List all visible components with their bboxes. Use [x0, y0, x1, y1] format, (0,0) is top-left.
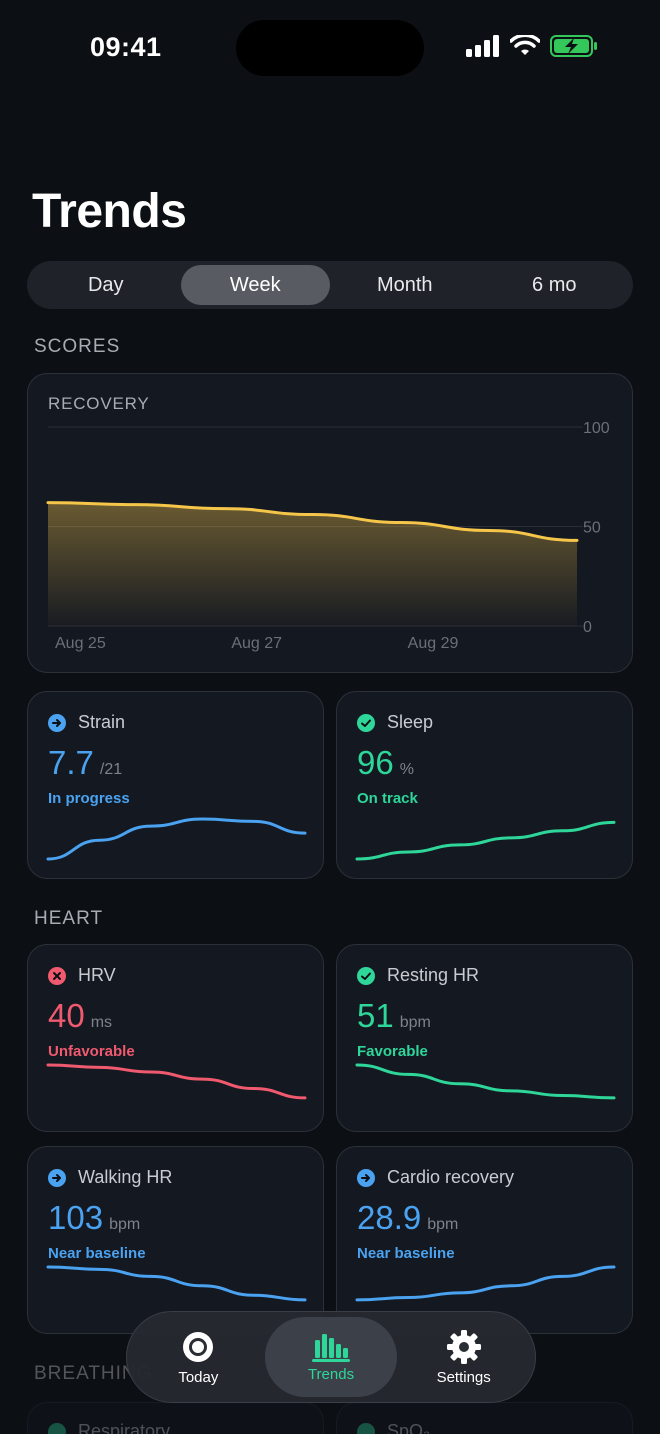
- walking-hr-value: 103: [48, 1199, 104, 1236]
- recovery-card[interactable]: RECOVERY 100 50 0 Aug 25 Aug 27 Aug 29: [27, 373, 633, 673]
- page-title: Trends: [32, 185, 187, 238]
- sleep-sparkline: [355, 820, 616, 861]
- ring-icon: [183, 1331, 214, 1362]
- section-title-heart: HEART: [34, 908, 104, 929]
- walking-hr-unit: bpm: [109, 1216, 141, 1233]
- sleep-unit: %: [399, 761, 414, 778]
- tab-trends-label: Trends: [307, 1365, 355, 1383]
- strain-title: Strain: [78, 712, 126, 732]
- sparkline-path: [46, 817, 307, 861]
- sparkline-path: [46, 1265, 307, 1302]
- hrv-value: 40: [48, 997, 85, 1034]
- resting-hr-title: Resting HR: [387, 965, 480, 985]
- sparkline-path: [355, 1265, 616, 1302]
- tab-bar: Today Trends Set: [126, 1311, 536, 1403]
- bar-chart-icon: [312, 1333, 350, 1362]
- resting-hr-status: Favorable: [357, 1043, 428, 1060]
- tab-today-label: Today: [178, 1368, 219, 1386]
- resting-hr-unit: bpm: [399, 1014, 431, 1031]
- arrow-right-circle-icon: [48, 713, 66, 732]
- dynamic-island: [236, 20, 424, 76]
- hrv-status: Unfavorable: [48, 1043, 135, 1060]
- strain-status: In progress: [48, 790, 130, 807]
- segment-6mo[interactable]: 6 mo: [532, 273, 577, 296]
- section-title-scores: SCORES: [34, 336, 121, 357]
- tab-today[interactable]: Today: [132, 1317, 265, 1397]
- hrv-title: HRV: [78, 965, 116, 985]
- status-bar: 09:41: [0, 0, 660, 100]
- check-circle-icon: [357, 713, 375, 732]
- arrow-right-circle-icon: [357, 1168, 375, 1187]
- tab-settings-label: Settings: [436, 1368, 491, 1386]
- status-time: 09:41: [90, 32, 162, 62]
- strain-value: 7.7: [48, 744, 94, 781]
- cardio-recovery-status: Near baseline: [357, 1245, 455, 1262]
- hrv-sparkline: [46, 1063, 307, 1100]
- recovery-area: [48, 502, 577, 626]
- sparkline-path: [355, 820, 616, 861]
- y-tick-label: 100: [583, 420, 610, 437]
- walking-hr-card[interactable]: Walking HR 103 bpm Near baseline: [27, 1146, 324, 1334]
- resting-hr-value: 51: [357, 997, 394, 1034]
- sleep-status: On track: [357, 790, 418, 807]
- cardio-recovery-title: Cardio recovery: [387, 1167, 515, 1187]
- walking-hr-title: Walking HR: [78, 1167, 173, 1187]
- check-circle-icon: [48, 1422, 66, 1434]
- sleep-value: 96: [357, 744, 394, 781]
- strain-unit: /21: [99, 761, 123, 778]
- x-circle-icon: [48, 966, 66, 985]
- resting-hr-card[interactable]: Resting HR 51 bpm Favorable: [336, 944, 633, 1132]
- spo2-title: SpO₂: [387, 1421, 431, 1434]
- cardio-recovery-sparkline: [355, 1265, 616, 1302]
- walking-hr-sparkline: [46, 1265, 307, 1302]
- recovery-label: RECOVERY: [48, 394, 150, 413]
- gear-icon: [446, 1329, 481, 1364]
- segment-week[interactable]: Week: [180, 265, 330, 305]
- y-tick-label: 0: [583, 619, 592, 636]
- check-circle-icon: [357, 966, 375, 985]
- sparkline-path: [355, 1063, 616, 1100]
- cardio-recovery-value: 28.9: [357, 1199, 422, 1236]
- respiratory-title: Respiratory: [78, 1421, 171, 1434]
- resting-hr-sparkline: [355, 1063, 616, 1100]
- x-tick-label: Aug 27: [231, 635, 282, 652]
- sleep-card[interactable]: Sleep 96 % On track: [336, 691, 633, 879]
- recovery-chart: 100 50 0 Aug 25 Aug 27 Aug 29: [46, 420, 610, 652]
- period-segmented-control: Day Week Month 6 mo: [27, 261, 633, 309]
- sparkline-path: [46, 1063, 307, 1100]
- tab-trends[interactable]: Trends: [264, 1317, 398, 1397]
- x-tick-label: Aug 29: [408, 635, 459, 652]
- cellular-signal-icon: [466, 35, 499, 57]
- recovery-line: [46, 501, 579, 542]
- segment-month[interactable]: Month: [376, 273, 433, 296]
- battery-charging-icon: [550, 35, 597, 57]
- cardio-recovery-unit: bpm: [427, 1216, 459, 1233]
- x-tick-label: Aug 25: [55, 635, 106, 652]
- sleep-title: Sleep: [387, 712, 434, 732]
- check-circle-icon: [357, 1422, 375, 1434]
- hrv-unit: ms: [90, 1014, 113, 1031]
- hrv-card[interactable]: HRV 40 ms Unfavorable: [27, 944, 324, 1132]
- strain-card[interactable]: Strain 7.7 /21 In progress: [27, 691, 324, 879]
- section-title-breathing: BREATHING: [34, 1363, 153, 1384]
- arrow-right-circle-icon: [48, 1168, 66, 1187]
- spo2-card[interactable]: SpO₂: [336, 1402, 633, 1434]
- strain-sparkline: [46, 817, 307, 861]
- cardio-recovery-card[interactable]: Cardio recovery 28.9 bpm Near baseline: [336, 1146, 633, 1334]
- respiratory-card[interactable]: Respiratory: [27, 1402, 324, 1434]
- tab-settings[interactable]: Settings: [397, 1317, 530, 1397]
- segment-day[interactable]: Day: [87, 273, 124, 296]
- wifi-icon: [510, 35, 540, 55]
- y-tick-label: 50: [583, 520, 601, 537]
- status-icons: [466, 34, 598, 58]
- walking-hr-status: Near baseline: [48, 1245, 146, 1262]
